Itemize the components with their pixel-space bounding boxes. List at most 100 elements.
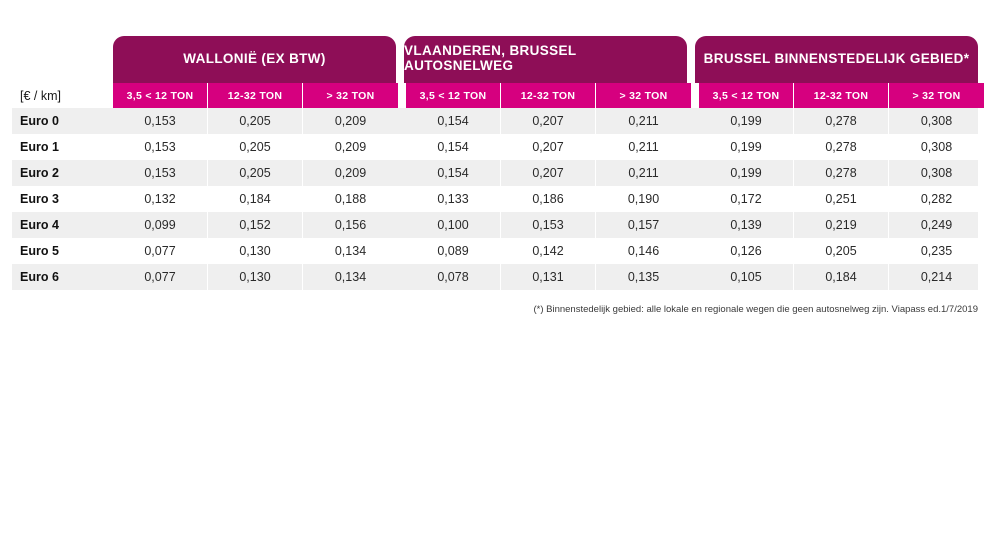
data-cell: 0,282 [920,192,953,206]
data-cell: 0,105 [699,264,794,290]
group-separator [687,36,695,83]
data-cell: 0,154 [406,108,501,134]
data-cell: 0,205 [208,160,303,186]
column-header-row: [€ / km] 3,5 < 12 TON 12-32 TON > 32 TON 3,… [12,83,984,108]
data-cell: 0,199 [699,160,794,186]
cell-group: 0,153 0,205 0,209 [113,108,398,134]
data-cell: 0,308 [920,114,953,128]
cell-group: 0,199 0,278 0,308 [699,134,984,160]
data-cell: 0,172 [699,186,794,212]
cell-group: 0,153 0,205 0,209 [113,160,398,186]
data-cell: 0,278 [794,108,889,134]
data-cell: 0,209 [334,114,367,128]
data-cell: 0,209 [334,166,367,180]
column-header-4: 3,5 < 12 TON [406,83,501,108]
table-row: Euro 5 0,077 0,130 0,134 0,089 0,142 0,146 0,12… [12,238,978,264]
group-separator [691,186,699,212]
row-label-7: Euro 6 [20,270,59,284]
road-toll-rate-table: WALLONIË (EX BTW) VLAANDEREN, BRUSSEL AUT… [12,36,984,290]
data-cell: 0,205 [208,134,303,160]
data-cell: 0,153 [113,134,208,160]
cell-group: 0,154 0,207 0,211 [406,108,691,134]
row-label-6: Euro 5 [20,244,59,258]
data-cell: 0,249 [920,218,953,232]
data-cell: 0,089 [406,238,501,264]
table-row: Euro 2 0,153 0,205 0,209 0,154 0,207 0,211 0,19… [12,160,978,186]
data-cell: 0,308 [920,166,953,180]
cell-group: 0,077 0,130 0,134 [113,264,398,290]
cell-group: 0,199 0,278 0,308 [699,160,984,186]
row-label-4: Euro 3 [20,192,59,206]
data-cell: 0,130 [208,238,303,264]
data-cell: 0,126 [699,238,794,264]
data-cell: 0,077 [113,264,208,290]
unit-label: [€ / km] [12,83,113,108]
cell-group: 0,133 0,186 0,190 [406,186,691,212]
table-footnote: (*) Binnenstedelijk gebied: alle lokale … [533,304,978,315]
data-cell: 0,154 [406,160,501,186]
data-cell: 0,153 [113,160,208,186]
data-cell: 0,135 [627,270,660,284]
data-cell: 0,157 [627,218,660,232]
data-cell: 0,235 [920,244,953,258]
data-cell: 0,142 [501,238,596,264]
cell-group: 0,100 0,153 0,157 [406,212,691,238]
data-cell: 0,188 [334,192,367,206]
group-separator [398,264,406,290]
data-cell: 0,100 [406,212,501,238]
data-cell: 0,133 [406,186,501,212]
data-cell: 0,156 [334,218,367,232]
data-cell: 0,077 [113,238,208,264]
data-cell: 0,153 [501,212,596,238]
data-cell: 0,209 [334,140,367,154]
cell-group: 0,078 0,131 0,135 [406,264,691,290]
group-separator [691,83,699,108]
data-cell: 0,199 [699,108,794,134]
row-label-1: Euro 0 [20,114,59,128]
group-separator [398,238,406,264]
data-cell: 0,205 [208,108,303,134]
group-title-1: WALLONIË (EX BTW) [113,36,396,83]
data-cell: 0,131 [501,264,596,290]
column-header-1: 3,5 < 12 TON [113,83,208,108]
data-cell: 0,134 [334,270,367,284]
table-row: Euro 3 0,132 0,184 0,188 0,133 0,186 0,190 0,17… [12,186,978,212]
data-cell: 0,099 [113,212,208,238]
column-header-group-2: 3,5 < 12 TON 12-32 TON > 32 TON [406,83,691,108]
data-cell: 0,207 [501,134,596,160]
data-cell: 0,211 [628,166,659,180]
cell-group: 0,172 0,251 0,282 [699,186,984,212]
group-separator [691,264,699,290]
group-separator [398,212,406,238]
group-separator [691,238,699,264]
data-cell: 0,134 [334,244,367,258]
data-cell: 0,154 [406,134,501,160]
column-header-8: 12-32 TON [794,83,889,108]
cell-group: 0,089 0,142 0,146 [406,238,691,264]
cell-group: 0,153 0,205 0,209 [113,134,398,160]
data-cell: 0,186 [501,186,596,212]
table-row: Euro 4 0,099 0,152 0,156 0,100 0,153 0,157 0,13… [12,212,978,238]
cell-group: 0,154 0,207 0,211 [406,134,691,160]
data-cell: 0,251 [794,186,889,212]
data-cell: 0,211 [628,114,659,128]
cell-group: 0,105 0,184 0,214 [699,264,984,290]
cell-group: 0,139 0,219 0,249 [699,212,984,238]
group-separator [398,134,406,160]
table-row: Euro 1 0,153 0,205 0,209 0,154 0,207 0,211 0,19… [12,134,978,160]
group-separator [398,108,406,134]
cell-group: 0,099 0,152 0,156 [113,212,398,238]
data-cell: 0,308 [920,140,953,154]
column-header-7: 3,5 < 12 TON [699,83,794,108]
data-cell: 0,199 [699,134,794,160]
column-header-2: 12-32 TON [208,83,303,108]
data-cell: 0,152 [208,212,303,238]
data-cell: 0,278 [794,134,889,160]
data-cell: 0,184 [208,186,303,212]
table-row: Euro 0 0,153 0,205 0,209 0,154 0,207 0,211 0,19… [12,108,978,134]
data-cell: 0,205 [794,238,889,264]
group-title-row: WALLONIË (EX BTW) VLAANDEREN, BRUSSEL AUT… [113,36,978,83]
group-separator [398,160,406,186]
table-body: Euro 0 0,153 0,205 0,209 0,154 0,207 0,211 0,19… [12,108,978,290]
